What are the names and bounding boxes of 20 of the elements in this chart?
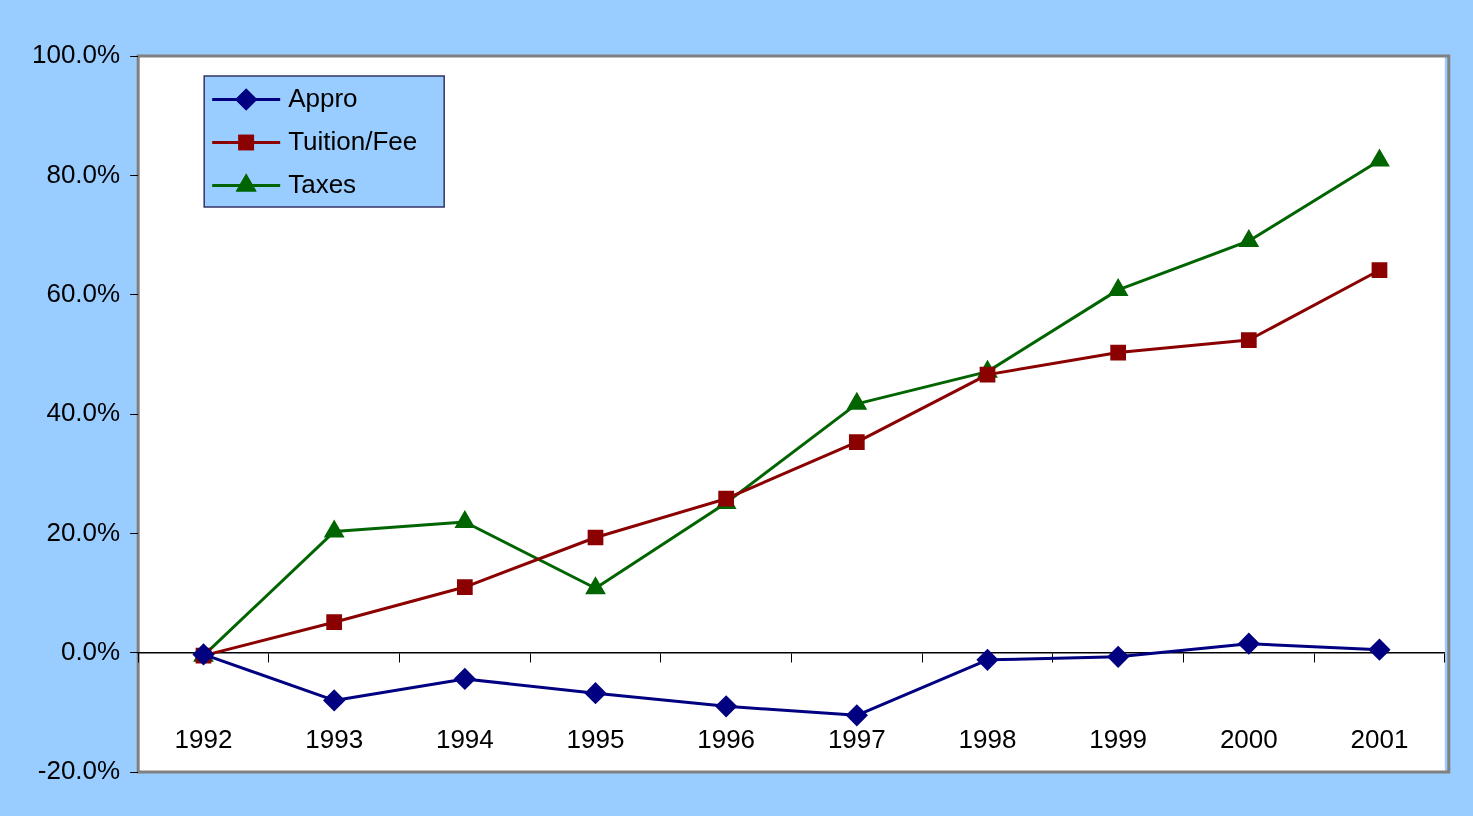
y-tick-label: 40.0% [46,397,121,428]
legend-label: Appro [288,82,358,113]
x-tick-label: 1995 [566,724,625,755]
y-tick-label: -20.0% [37,755,121,786]
y-tick-label: 100.0% [31,39,121,70]
legend-label: Tuition/Fee [288,125,418,156]
x-tick-label: 1994 [435,724,494,755]
x-tick-label: 1998 [958,724,1017,755]
y-tick-label: 20.0% [46,516,121,547]
x-tick-label: 1996 [697,724,756,755]
x-tick-label: 1993 [305,724,364,755]
x-tick-label: 2001 [1350,724,1409,755]
x-tick-label: 1999 [1089,724,1148,755]
legend-label: Taxes [288,168,357,199]
x-tick-label: 1997 [827,724,886,755]
y-tick-label: 80.0% [46,158,121,189]
y-tick-label: 0.0% [60,635,121,666]
x-tick-label: 1992 [174,724,233,755]
x-tick-label: 2000 [1219,724,1278,755]
y-tick-label: 60.0% [46,277,121,308]
